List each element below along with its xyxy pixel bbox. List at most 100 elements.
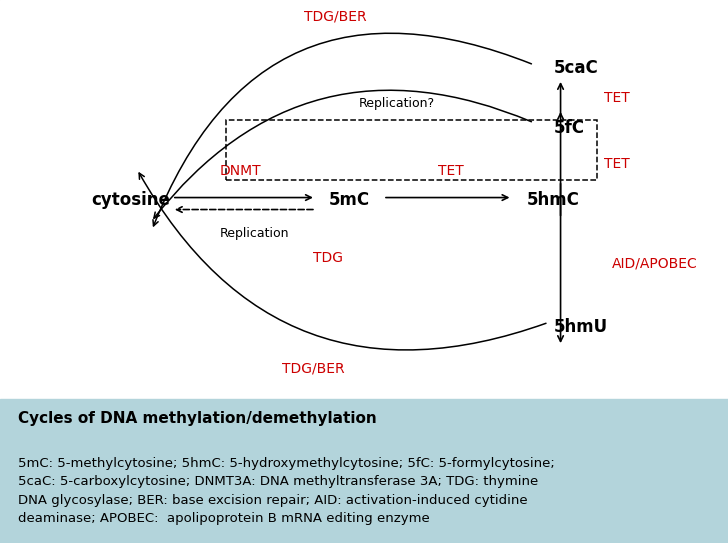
Bar (594, 363, 612, 381)
Bar (432, 525, 450, 543)
Bar (720, 345, 728, 363)
Bar (324, 129, 342, 147)
Bar (414, 435, 432, 453)
Bar (720, 93, 728, 111)
Bar (414, 255, 432, 273)
Bar (702, 183, 720, 201)
Text: TET: TET (604, 156, 630, 171)
Bar (684, 93, 702, 111)
Bar (126, 291, 144, 309)
Bar (576, 165, 594, 183)
Bar (378, 219, 396, 237)
Bar (144, 417, 162, 435)
Bar (180, 309, 198, 327)
Bar (252, 489, 270, 507)
Bar (0, 381, 18, 399)
Bar (720, 201, 728, 219)
Bar (648, 237, 666, 255)
Bar (324, 0, 342, 3)
Bar (594, 3, 612, 21)
Bar (414, 291, 432, 309)
Bar (288, 237, 306, 255)
Bar (162, 3, 180, 21)
Bar (90, 255, 108, 273)
Bar (324, 201, 342, 219)
Bar (36, 57, 54, 75)
Bar (90, 507, 108, 525)
Bar (198, 219, 216, 237)
Bar (252, 381, 270, 399)
Bar (378, 435, 396, 453)
Bar (396, 201, 414, 219)
Bar (234, 291, 252, 309)
Text: Replication: Replication (220, 228, 290, 241)
Bar (72, 273, 90, 291)
Bar (288, 489, 306, 507)
Bar (270, 435, 288, 453)
Bar (54, 75, 72, 93)
Bar (558, 147, 576, 165)
Bar (342, 507, 360, 525)
Bar (270, 183, 288, 201)
Bar (522, 255, 540, 273)
Bar (36, 525, 54, 543)
Bar (396, 0, 414, 3)
Bar (684, 489, 702, 507)
Bar (342, 399, 360, 417)
Bar (666, 255, 684, 273)
Bar (648, 21, 666, 39)
Bar (324, 21, 342, 39)
Bar (216, 237, 234, 255)
Bar (486, 75, 504, 93)
Bar (108, 525, 126, 543)
Bar (0, 237, 18, 255)
Bar (720, 381, 728, 399)
Bar (54, 183, 72, 201)
Bar (414, 75, 432, 93)
Bar (360, 345, 378, 363)
Bar (576, 489, 594, 507)
Bar (108, 489, 126, 507)
Bar (234, 363, 252, 381)
Bar (270, 39, 288, 57)
Bar (270, 471, 288, 489)
Bar (486, 327, 504, 345)
Bar (450, 111, 468, 129)
Bar (450, 363, 468, 381)
Bar (162, 255, 180, 273)
Bar (270, 75, 288, 93)
Bar (306, 255, 324, 273)
Bar (216, 129, 234, 147)
Bar (144, 453, 162, 471)
Bar (396, 57, 414, 75)
Bar (720, 453, 728, 471)
Bar (360, 453, 378, 471)
Bar (630, 39, 648, 57)
Bar (180, 273, 198, 291)
Bar (72, 309, 90, 327)
Bar (522, 471, 540, 489)
Bar (450, 219, 468, 237)
Bar (0, 453, 18, 471)
Bar (378, 471, 396, 489)
Bar (180, 165, 198, 183)
Bar (54, 327, 72, 345)
Bar (360, 309, 378, 327)
Bar (378, 291, 396, 309)
Bar (396, 129, 414, 147)
Bar (558, 471, 576, 489)
Bar (630, 291, 648, 309)
Bar (342, 111, 360, 129)
Bar (666, 399, 684, 417)
Bar (612, 381, 630, 399)
Bar (612, 57, 630, 75)
Bar (450, 399, 468, 417)
Bar (504, 273, 522, 291)
Bar (36, 201, 54, 219)
Bar (72, 345, 90, 363)
Bar (432, 309, 450, 327)
Bar (468, 237, 486, 255)
Bar (198, 39, 216, 57)
Bar (468, 417, 486, 435)
Bar (396, 489, 414, 507)
